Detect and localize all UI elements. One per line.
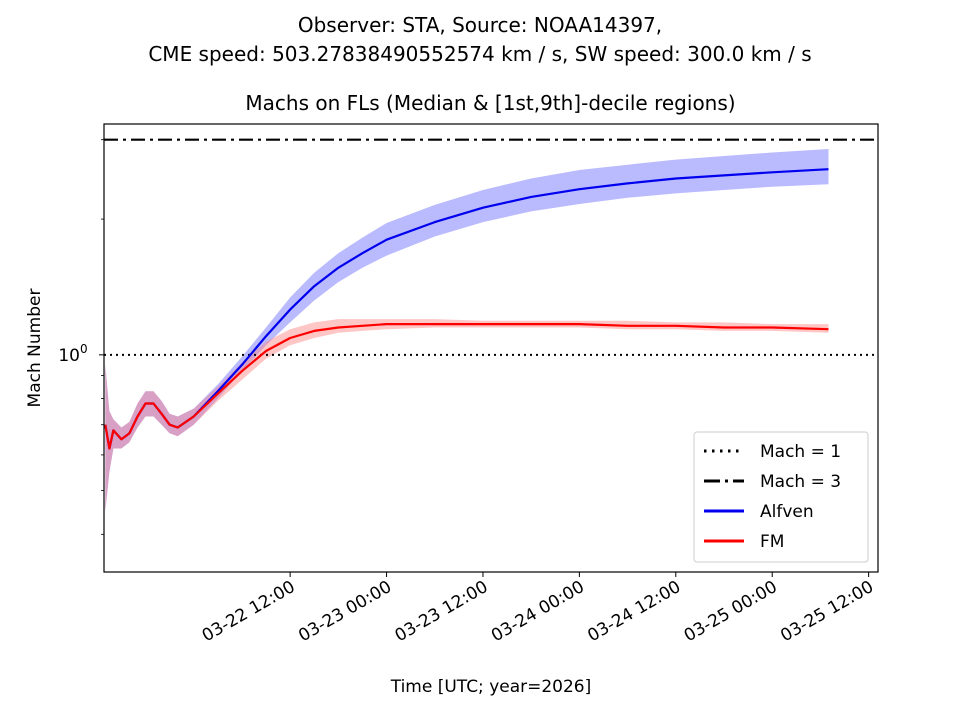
x-tick-label: 03-23 00:00: [295, 577, 395, 646]
axes-frame: [103, 123, 879, 573]
y-tick-label-exponent: 0: [80, 342, 88, 356]
alfven-decile-band: [105, 149, 829, 512]
legend-box: [693, 431, 869, 563]
plot-area: [104, 138, 878, 512]
suptitle-line-2: CME speed: 503.27838490552574 km / s, SW…: [148, 42, 811, 66]
fm-median-line: [104, 323, 829, 450]
y-axis-ticks: 10 0: [58, 139, 104, 535]
suptitle-line-1: Observer: STA, Source: NOAA14397,: [298, 13, 662, 37]
legend-label-mach1: Mach = 1: [760, 442, 841, 462]
x-tick-label: 03-25 12:00: [777, 577, 877, 646]
x-tick-label: 03-22 12:00: [199, 577, 299, 646]
chart-title: Machs on FLs (Median & [1st,9th]-decile …: [245, 91, 735, 115]
x-tick-label: 03-24 12:00: [584, 577, 684, 646]
legend-label-fm: FM: [760, 532, 784, 552]
y-tick-label: 10: [58, 346, 80, 366]
legend-label-alfven: Alfven: [760, 502, 814, 522]
x-tick-label: 03-25 00:00: [681, 577, 781, 646]
x-tick-label: 03-23 12:00: [392, 577, 492, 646]
legend-label-mach3: Mach = 3: [760, 472, 841, 492]
y-axis-label: Mach Number: [25, 289, 45, 408]
legend: Mach = 1 Mach = 3 Alfven FM: [693, 431, 869, 563]
x-axis-label: Time [UTC; year=2026]: [390, 677, 592, 697]
x-tick-label: 03-24 00:00: [488, 577, 588, 646]
